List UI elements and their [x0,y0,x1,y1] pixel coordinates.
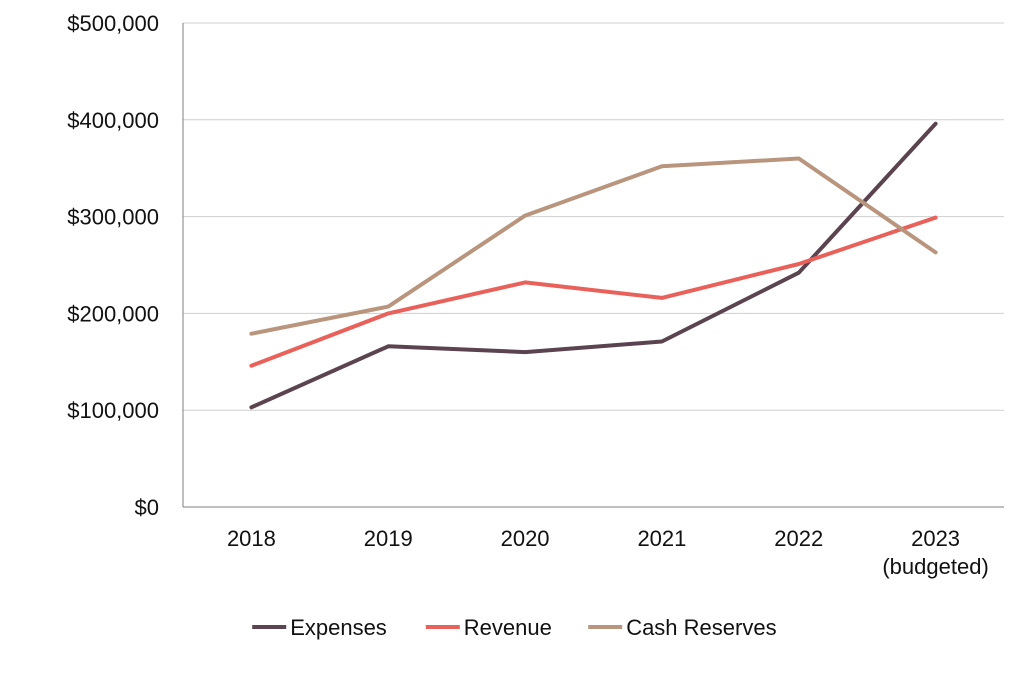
x-axis-tick-labels: 2018 2019 2020 2021 2022 2023 (budgeted) [227,526,989,579]
y-axis-tick-labels: $0 $100,000 $200,000 $300,000 $400,000 $500,0… [67,11,159,520]
y-tick-label: $300,000 [67,205,159,230]
y-tick-label: $500,000 [67,11,159,36]
y-tick-label: $200,000 [67,301,159,326]
legend-label-cash-reserves: Cash Reserves [626,615,776,640]
x-tick-label: 2019 [364,526,413,551]
x-tick-label: 2018 [227,526,276,551]
x-tick-label: 2023 (budgeted) [882,526,988,579]
series-lines [249,121,938,410]
gridlines [183,22,1004,411]
x-tick-label: 2022 [774,526,823,551]
axes [182,23,1004,508]
x-tick-label: 2021 [637,526,686,551]
y-tick-label: $100,000 [67,398,159,423]
series-line-cash-reserves [249,156,938,336]
y-tick-label: $0 [135,495,159,520]
legend-label-expenses: Expenses [290,615,387,640]
legend-label-revenue: Revenue [464,615,552,640]
series-line-revenue [249,215,938,368]
series-line-expenses [249,121,938,410]
y-tick-label: $400,000 [67,108,159,133]
legend: Expenses Revenue Cash Reserves [252,615,777,640]
x-tick-label: 2020 [501,526,550,551]
